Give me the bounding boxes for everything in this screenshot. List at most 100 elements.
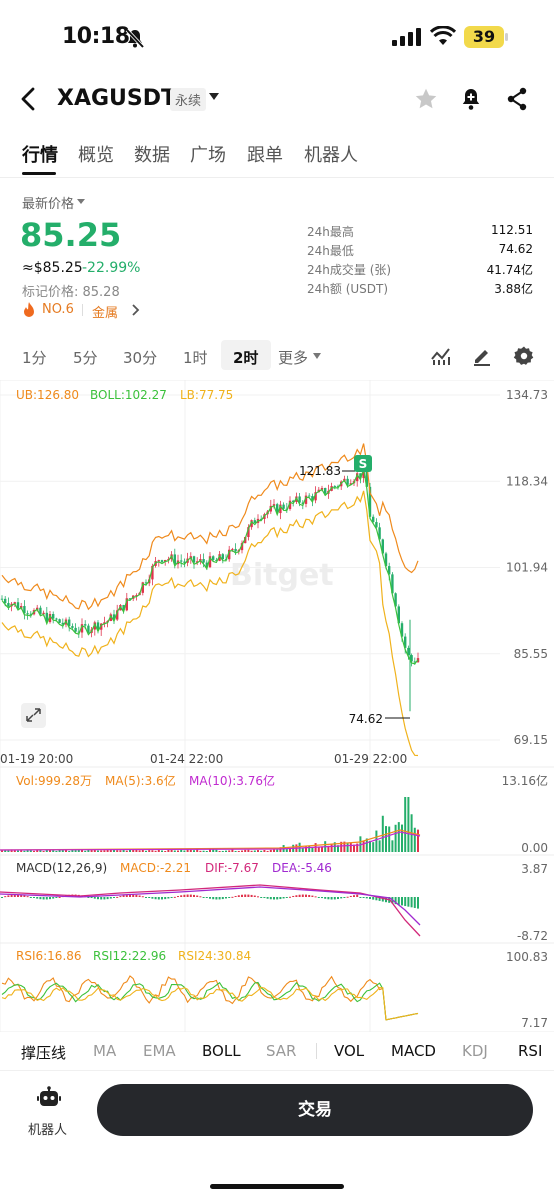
volume-bar [407, 797, 410, 852]
vol-axis-top: 13.16亿 [502, 773, 548, 788]
x-axis-tick: 01-24 22:00 [150, 752, 223, 766]
interval-5m[interactable]: 5分 [73, 349, 98, 367]
rsi12-label: RSI12:22.96 [93, 949, 166, 963]
candle [349, 483, 352, 485]
trade-button[interactable]: 交易 [97, 1084, 533, 1136]
volume-bar [269, 849, 272, 852]
symbol-title[interactable]: XAGUSDT [57, 86, 177, 111]
candle [260, 518, 263, 520]
interval-more[interactable]: 更多 [278, 349, 309, 367]
indicator-tab-sar[interactable]: SAR [266, 1042, 297, 1060]
rank-badge[interactable]: NO.6 [42, 302, 74, 317]
robot-label[interactable]: 机器人 [28, 1123, 68, 1138]
price-type-dropdown-icon[interactable] [77, 199, 85, 204]
settings-gear-icon[interactable] [513, 345, 535, 367]
rsi-axis-top: 100.83 [506, 950, 548, 964]
tab-copy-trading[interactable]: 跟单 [247, 145, 283, 166]
candle [279, 504, 282, 514]
tab-robot[interactable]: 机器人 [304, 145, 358, 166]
tab-data[interactable]: 数据 [134, 145, 170, 166]
macd-histogram-bar [42, 897, 45, 900]
signal-badge-text: S [359, 457, 368, 471]
indicator-tab-vol[interactable]: VOL [334, 1042, 365, 1060]
tab-square[interactable]: 广场 [190, 145, 226, 166]
volume-bar [164, 850, 167, 852]
macd-histogram-bar [10, 894, 13, 897]
indicator-tab-ema[interactable]: EMA [143, 1042, 176, 1060]
volume-bar [212, 849, 215, 852]
interval-1h[interactable]: 1时 [183, 349, 208, 367]
candle [23, 606, 26, 614]
chevron-right-icon[interactable] [130, 302, 142, 318]
indicator-tab-kdj[interactable]: KDJ [462, 1042, 488, 1060]
vol-label: Vol:999.28万 [16, 774, 92, 788]
candle [215, 559, 218, 561]
draw-tool-icon[interactable] [471, 345, 493, 367]
kline-chart[interactable]: Bitget UB:126.80 BOLL:102.27 LB:77.75 13… [0, 380, 554, 1032]
indicator-tab-macd[interactable]: MACD [391, 1042, 436, 1060]
robot-icon[interactable] [37, 1086, 61, 1110]
volume-bar [125, 850, 128, 852]
indicator-tab-ma[interactable]: MA [93, 1042, 117, 1060]
volume-bar [180, 849, 183, 852]
volume-bar [263, 850, 266, 852]
macd-histogram-bar [199, 896, 202, 898]
expand-chart-button[interactable] [21, 703, 46, 728]
share-icon[interactable] [505, 86, 529, 112]
volume-bar [209, 849, 211, 852]
candle [311, 496, 314, 501]
volume-bar [93, 849, 96, 852]
volume-bar [71, 849, 74, 852]
macd-histogram-bar [327, 897, 330, 900]
indicator-tab-boll[interactable]: BOLL [202, 1042, 241, 1060]
symbol-dropdown-icon[interactable] [209, 93, 219, 100]
candle [375, 522, 378, 528]
macd-histogram-bar [337, 897, 339, 900]
price-alert-icon[interactable] [459, 86, 483, 112]
macd-histogram-bar [161, 897, 163, 900]
interval-2h[interactable]: 2时 [233, 349, 259, 367]
macd-histogram-bar [100, 897, 103, 900]
candle [247, 527, 250, 538]
macd-histogram-bar [167, 897, 170, 899]
fire-icon [24, 302, 34, 317]
volume-bar [13, 849, 16, 852]
candle [48, 614, 52, 623]
last-price-label[interactable]: 最新价格 [22, 197, 75, 212]
macd-histogram-bar [36, 897, 39, 899]
signal-badge[interactable] [354, 455, 372, 472]
macd-histogram-bar [266, 897, 269, 899]
macd-histogram-bar [189, 894, 192, 897]
candle [304, 495, 308, 504]
tab-market[interactable]: 行情 [22, 145, 58, 166]
category-tag[interactable]: 金属 [92, 306, 119, 321]
interval-30m[interactable]: 30分 [123, 349, 158, 367]
volume-bar [1, 850, 3, 852]
volume-bar [183, 850, 186, 852]
candle [74, 627, 77, 632]
interval-1m[interactable]: 1分 [22, 349, 47, 367]
candle [391, 574, 394, 594]
rsi12-line [1, 981, 419, 1021]
indicator-tab-rsi[interactable]: RSI [518, 1042, 543, 1060]
volume-bar [36, 850, 39, 852]
back-arrow-icon[interactable] [18, 86, 40, 112]
more-dropdown-icon[interactable] [313, 353, 321, 359]
volume-bar [167, 849, 170, 852]
volume-bar [401, 824, 403, 852]
favorite-star-icon[interactable] [413, 86, 439, 112]
y-axis-tick: 101.94 [506, 561, 548, 575]
tab-overview[interactable]: 概览 [78, 145, 114, 166]
volume-bar [100, 850, 103, 852]
macd-histogram-bar [4, 896, 7, 898]
indicator-tab-support-resistance[interactable]: 撑压线 [21, 1044, 67, 1062]
candle [365, 467, 368, 487]
macd-histogram-bar [209, 897, 211, 899]
candle [80, 624, 84, 633]
macd-histogram-bar [289, 896, 291, 898]
macd-histogram-bar [260, 897, 263, 898]
macd-histogram-bar [330, 897, 333, 900]
volume-bar [52, 850, 55, 852]
candle [208, 556, 212, 568]
indicator-icon[interactable] [430, 345, 452, 367]
